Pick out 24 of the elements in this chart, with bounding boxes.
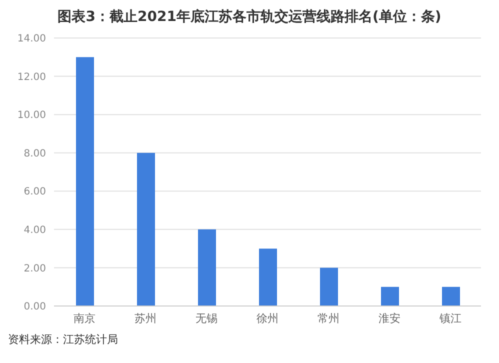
x-tick-label: 镇江 <box>438 312 462 325</box>
bar <box>137 152 155 306</box>
y-tick-label: 6.00 <box>24 186 46 198</box>
x-tick-label: 徐州 <box>256 312 278 325</box>
bar <box>381 286 399 306</box>
y-tick-label: 14.00 <box>17 34 46 45</box>
y-tick-label: 0.00 <box>24 302 46 313</box>
bar <box>442 286 460 306</box>
y-tick-label: 2.00 <box>24 263 46 274</box>
chart-title: 图表3：截止2021年底江苏各市轨交运营线路排名(单位：条) <box>56 8 442 26</box>
bar <box>198 229 216 306</box>
bar <box>76 57 94 306</box>
y-tick-label: 4.00 <box>24 224 46 236</box>
x-tick-label: 苏州 <box>134 312 156 325</box>
y-tick-label: 8.00 <box>24 148 46 160</box>
x-tick-label: 南京 <box>74 312 96 325</box>
x-tick-label: 淮安 <box>378 312 400 325</box>
y-tick-label: 10.00 <box>17 110 46 122</box>
x-tick-label: 常州 <box>318 312 340 325</box>
x-tick-label: 无锡 <box>196 312 218 325</box>
text: 资料来源：江苏统计局 <box>8 332 119 347</box>
bar <box>320 268 338 306</box>
y-tick-label: 12.00 <box>17 72 46 83</box>
bar <box>259 248 277 306</box>
